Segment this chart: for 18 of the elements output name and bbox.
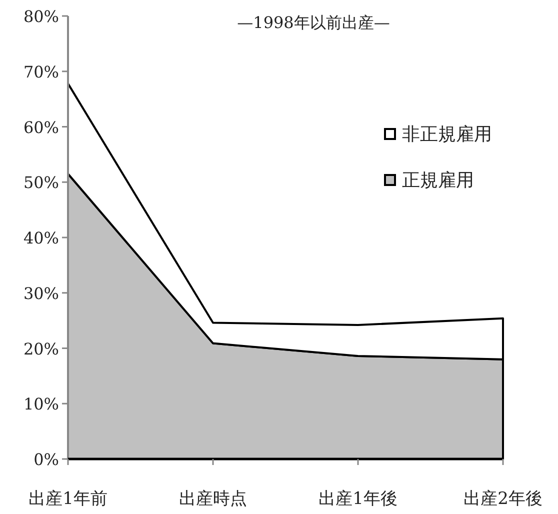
y-tick-label: 30%: [23, 284, 59, 303]
x-tick-label: 出産1年前: [28, 489, 108, 509]
legend-label: 非正規雇用: [402, 124, 492, 145]
y-tick-label: 10%: [23, 394, 59, 414]
y-tick-label: 50%: [23, 173, 59, 192]
y-tick-label: 20%: [23, 339, 59, 358]
y-tick-label: 0%: [34, 450, 59, 469]
legend-正規雇用: 正規雇用: [384, 170, 474, 191]
x-tick-label: 出産2年後: [464, 489, 542, 509]
chart-title: —1998年以前出産—: [237, 13, 390, 32]
y-tick-label: 40%: [23, 228, 59, 248]
y-tick-label: 80%: [23, 7, 59, 26]
x-tick-label: 出産1年後: [318, 489, 398, 509]
y-tick-label: 60%: [23, 118, 59, 137]
legend-非正規雇用: 非正規雇用: [384, 124, 492, 145]
x-tick-label: 出産時点: [179, 489, 247, 509]
legend-label: 正規雇用: [402, 170, 474, 191]
y-tick-label: 70%: [23, 62, 59, 82]
